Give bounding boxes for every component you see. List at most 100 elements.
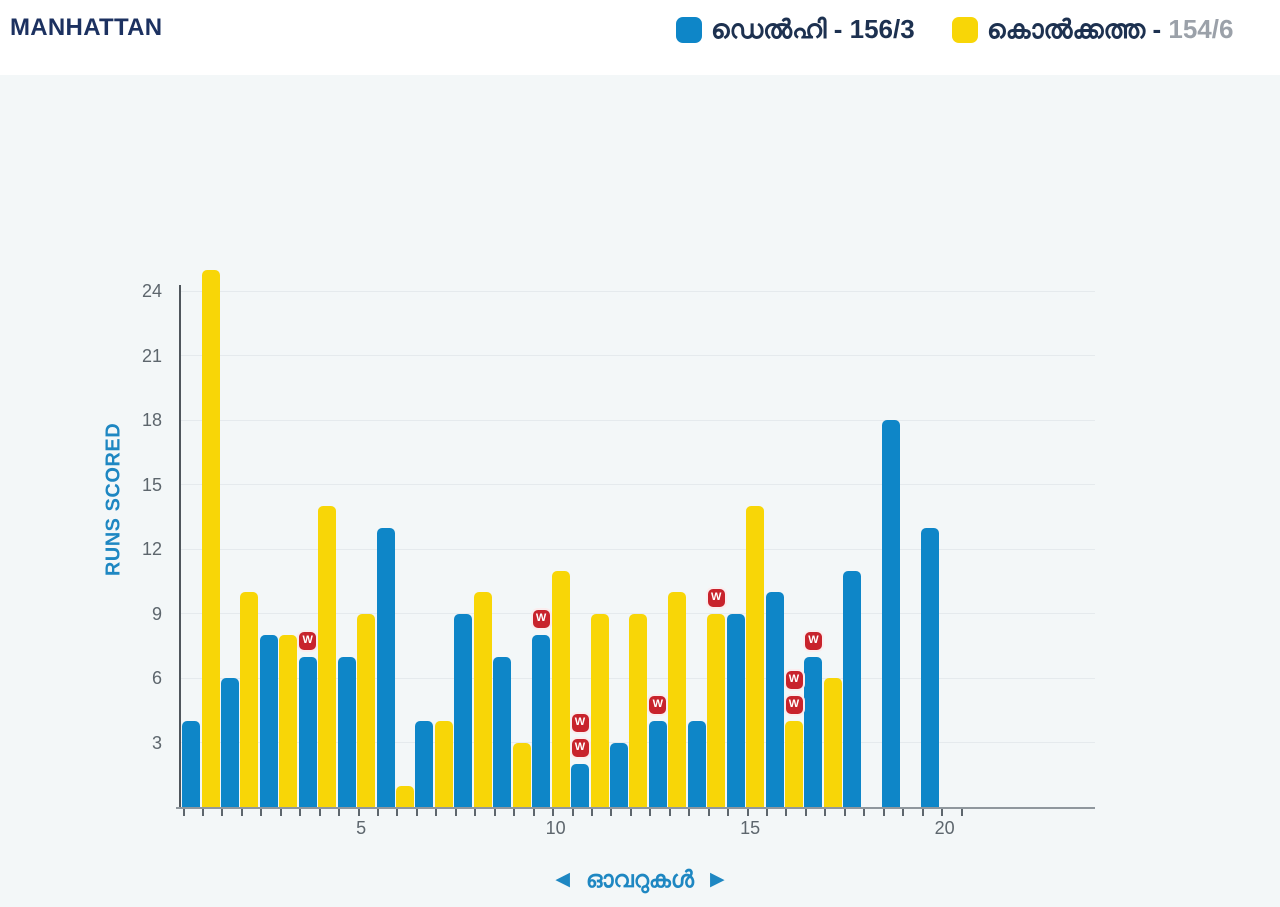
kolkata-bar-over-7[interactable] [434, 721, 453, 807]
x-axis-tick [804, 809, 807, 816]
delhi-bar-over-11[interactable] [571, 764, 589, 807]
delhi-wicket-marker-over-17: W [802, 629, 824, 652]
y-axis-label-15: 15 [141, 474, 162, 495]
kolkata-bar-over-3[interactable] [279, 635, 298, 807]
x-axis-label-5: 5 [356, 818, 367, 838]
delhi-bar-over-15[interactable] [726, 613, 745, 807]
legend-item-delhi[interactable]: ഡെൽഹി - 156/3 [676, 14, 915, 46]
x-axis-tick [493, 809, 496, 816]
x-axis-tick [201, 809, 204, 816]
x-axis-tick [590, 809, 593, 816]
gridline-y24 [180, 290, 1095, 292]
delhi-bar-over-7[interactable] [415, 721, 434, 807]
delhi-bar-over-1[interactable] [182, 721, 200, 807]
x-axis-tick [260, 809, 263, 816]
delhi-legend-label: ഡെൽഹി - 156/3 [711, 14, 915, 46]
x-axis-tick [279, 809, 282, 816]
y-axis-label-12: 12 [141, 539, 162, 559]
delhi-wicket-marker-over-11: W [569, 737, 591, 759]
x-axis-label-15: 15 [740, 818, 761, 838]
gridline-y18 [180, 419, 1095, 421]
x-axis-tick [902, 809, 905, 816]
kolkata-bar-over-15[interactable] [746, 506, 765, 807]
x-axis-line [176, 807, 1095, 809]
x-axis-tick [377, 809, 379, 816]
y-axis-label-9: 9 [151, 603, 162, 624]
x-axis-tick [221, 809, 224, 816]
y-axis-line [179, 285, 181, 807]
delhi-wicket-marker-over-13: W [647, 694, 669, 716]
kolkata-wicket-marker-over-14: W [705, 586, 727, 609]
kolkata-bar-over-8[interactable] [473, 592, 492, 807]
x-axis-label-10: 10 [545, 818, 566, 838]
x-axis-tick [474, 809, 477, 816]
delhi-bar-over-13[interactable] [648, 721, 667, 807]
x-axis-tick [454, 809, 457, 816]
delhi-bar-over-12[interactable] [609, 742, 628, 807]
legend-separator-2: - [1145, 14, 1169, 44]
kolkata-bar-over-17[interactable] [823, 678, 842, 807]
x-axis-tick [338, 809, 341, 816]
kolkata-bar-over-10[interactable] [551, 570, 570, 807]
y-axis-label-24: 24 [141, 281, 162, 301]
x-axis-tick [668, 809, 671, 816]
x-axis-tick [785, 809, 788, 816]
delhi-bar-over-6[interactable] [376, 527, 395, 807]
delhi-bar-over-20[interactable] [921, 527, 940, 807]
delhi-color-swatch [676, 17, 702, 43]
gridline-y15 [180, 484, 1095, 485]
x-axis-tick [941, 809, 944, 816]
x-axis-tick [532, 809, 535, 816]
delhi-bar-over-19[interactable] [882, 420, 901, 807]
x-axis-tick [357, 809, 360, 816]
x-axis-tick [610, 809, 613, 816]
delhi-bar-over-8[interactable] [454, 613, 473, 807]
delhi-team-name: ഡെൽഹി [711, 14, 827, 44]
x-axis-tick [415, 809, 418, 816]
kolkata-legend-label: കൊൽക്കത്ത - 154/6 [987, 14, 1233, 46]
delhi-bar-over-3[interactable] [259, 635, 278, 807]
delhi-bar-over-16[interactable] [765, 592, 784, 807]
delhi-bar-over-17[interactable] [804, 656, 823, 807]
x-axis-tick [863, 809, 866, 816]
delhi-bar-over-10[interactable] [532, 635, 551, 807]
x-axis-tick [240, 809, 243, 816]
kolkata-bar-over-9[interactable] [512, 742, 531, 807]
kolkata-bar-over-11[interactable] [590, 613, 609, 807]
next-overs-arrow[interactable]: ▶ [709, 869, 725, 890]
delhi-bar-over-2[interactable] [220, 678, 239, 807]
legend-separator-1: - [826, 14, 850, 44]
x-axis-tick [552, 809, 555, 816]
kolkata-bar-over-13[interactable] [668, 592, 687, 807]
x-axis-tick [182, 809, 185, 816]
overs-pager: ◀ ഓവറുകൾ ▶ [0, 866, 1280, 893]
kolkata-bar-over-5[interactable] [357, 613, 376, 807]
delhi-bar-over-14[interactable] [687, 721, 706, 807]
kolkata-bar-over-4[interactable] [318, 506, 337, 807]
y-axis-label-6: 6 [151, 668, 162, 688]
delhi-wicket-marker-over-4: W [297, 629, 319, 652]
kolkata-wicket-marker-over-16: W [783, 669, 805, 691]
gridline-y12 [180, 548, 1095, 550]
x-axis-tick [396, 809, 399, 816]
kolkata-bar-over-16[interactable] [785, 721, 803, 807]
kolkata-score: 154/6 [1168, 14, 1234, 44]
kolkata-bar-over-14[interactable] [707, 613, 726, 807]
legend-item-kolkata[interactable]: കൊൽക്കത്ത - 154/6 [952, 14, 1233, 46]
kolkata-bar-over-1[interactable] [201, 269, 220, 807]
kolkata-bar-over-12[interactable] [629, 613, 648, 807]
delhi-bar-over-5[interactable] [337, 656, 356, 807]
delhi-bar-over-9[interactable] [493, 656, 512, 807]
x-axis-label-20: 20 [934, 818, 955, 838]
delhi-bar-over-18[interactable] [843, 570, 862, 807]
kolkata-bar-over-2[interactable] [240, 592, 259, 807]
chart-title: MANHATTAN [10, 14, 163, 41]
x-axis-tick [318, 809, 321, 816]
delhi-wicket-marker-over-10: W [530, 608, 552, 630]
previous-overs-arrow[interactable]: ◀ [555, 869, 571, 890]
kolkata-bar-over-6[interactable] [396, 785, 414, 807]
delhi-bar-over-4[interactable] [298, 656, 317, 807]
kolkata-wicket-marker-over-16: W [783, 694, 805, 716]
